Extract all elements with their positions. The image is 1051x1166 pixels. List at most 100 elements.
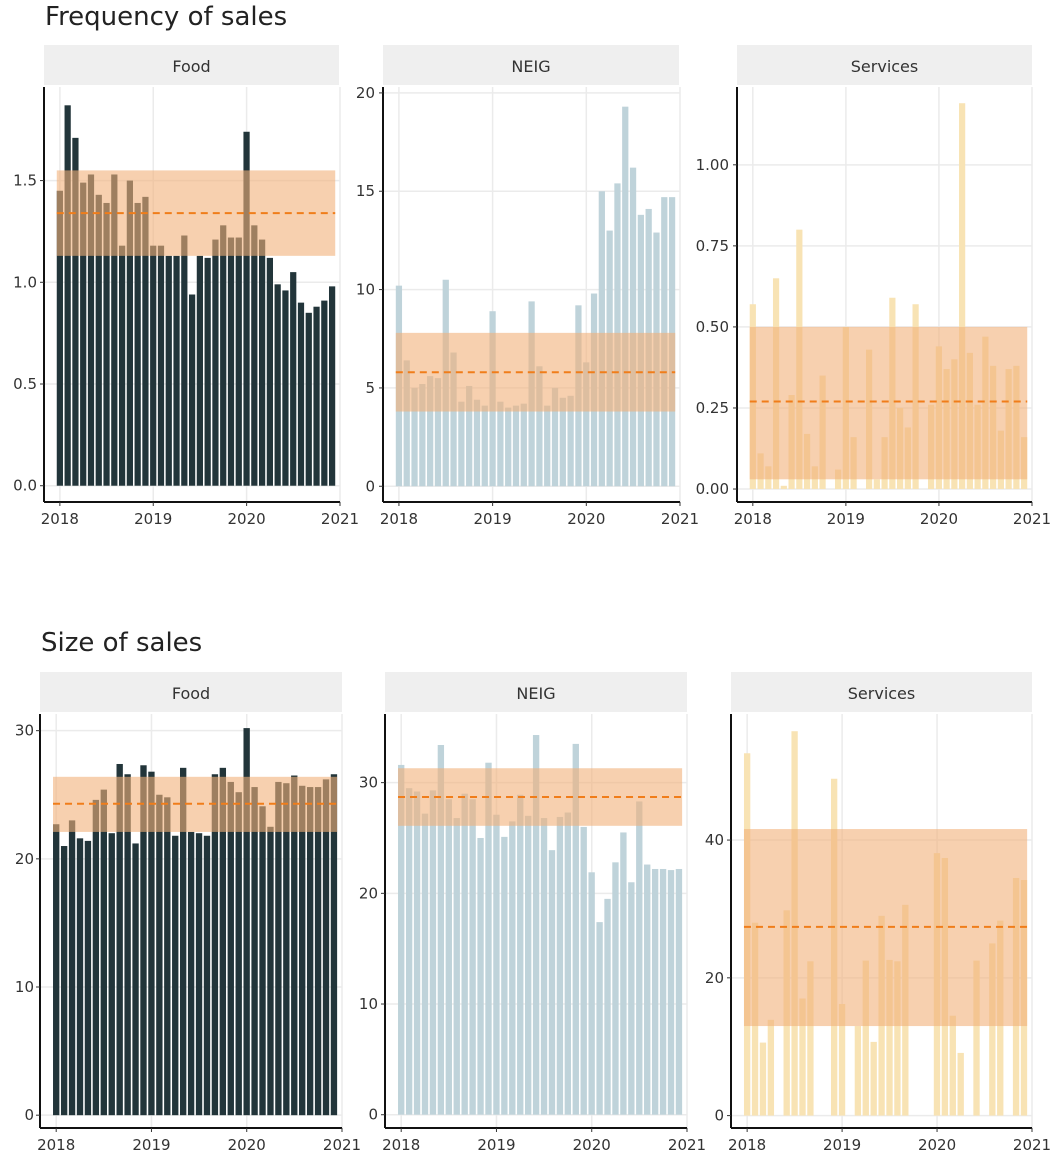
bar <box>477 837 484 1115</box>
bar <box>799 998 806 1116</box>
bar <box>328 286 336 486</box>
bar <box>427 376 434 487</box>
bar <box>103 202 110 486</box>
range-band <box>53 776 338 832</box>
y-tick-label: 20 <box>15 850 34 868</box>
y-tick-label: 20 <box>359 884 378 902</box>
y-tick-label: 15 <box>356 182 375 200</box>
bar <box>473 399 481 487</box>
y-tick-label: 10 <box>359 995 378 1013</box>
x-tick-label: 2018 <box>380 510 418 528</box>
bar <box>111 174 118 486</box>
bar <box>973 960 980 1116</box>
bar <box>629 167 637 487</box>
bar <box>251 225 258 486</box>
facet-strip-label: Food <box>172 57 210 76</box>
bar <box>957 1052 964 1116</box>
bar <box>72 137 79 486</box>
bar <box>165 255 172 486</box>
bar <box>299 785 306 1116</box>
bar <box>501 836 508 1115</box>
x-tick-label: 2019 <box>474 510 512 528</box>
bar <box>989 943 996 1116</box>
bar <box>266 257 273 486</box>
bar <box>807 961 814 1116</box>
x-tick-label: 2021 <box>321 510 359 528</box>
bar <box>313 306 320 486</box>
bar <box>64 105 71 486</box>
x-tick-label: 2018 <box>41 510 79 528</box>
bar <box>544 405 551 487</box>
y-tick-label: 5 <box>365 379 375 397</box>
bar <box>481 405 488 487</box>
bar <box>251 787 258 1116</box>
bar <box>76 838 84 1116</box>
bar <box>567 395 574 487</box>
x-tick-label: 2020 <box>228 510 266 528</box>
bar <box>235 792 242 1116</box>
range-band <box>398 768 683 826</box>
bar <box>651 868 659 1115</box>
bar <box>179 767 187 1116</box>
bar <box>291 775 298 1116</box>
bar <box>150 245 157 486</box>
bar <box>620 832 627 1115</box>
bar <box>156 794 163 1116</box>
bar <box>405 788 413 1115</box>
y-tick-label: 0.0 <box>13 477 37 495</box>
x-tick-label: 2021 <box>323 1136 361 1154</box>
bar <box>108 833 115 1116</box>
bar <box>838 1004 846 1116</box>
facet-panel-frequency-food: Food 0.0 0.5 1.0 1.5 2018 2019 2020 2021 <box>13 45 359 528</box>
bar <box>612 862 619 1115</box>
y-tick-label: 10 <box>356 281 375 299</box>
bar <box>204 257 211 486</box>
bar <box>413 791 421 1115</box>
bar <box>588 872 595 1115</box>
bar <box>580 826 587 1115</box>
facet-strip-label: Services <box>848 684 915 703</box>
x-tick-label: 2019 <box>134 510 172 528</box>
bar <box>124 774 131 1116</box>
bar <box>622 106 629 487</box>
bar <box>95 194 102 486</box>
bar <box>604 898 611 1115</box>
y-tick-label: 0 <box>714 1107 724 1125</box>
bar <box>140 765 147 1116</box>
bar <box>644 864 651 1115</box>
bar <box>142 196 149 486</box>
facet-panel-size-food: Food 0 10 20 30 2018 2019 2020 2021 <box>15 672 361 1154</box>
bar <box>636 801 643 1115</box>
facet-panel-frequency-neig: NEIG 0 5 10 15 20 2018 2019 2020 2021 <box>356 45 699 528</box>
facet-strip-size-neig <box>385 672 687 712</box>
bar <box>306 787 314 1116</box>
x-tick-label: 2021 <box>668 1136 706 1154</box>
y-tick-label: 30 <box>15 722 34 740</box>
facet-strip-size-food <box>40 672 342 712</box>
x-tick-label: 2021 <box>661 510 699 528</box>
bar <box>87 174 95 486</box>
bar <box>419 383 426 487</box>
bar <box>767 1019 775 1116</box>
bar <box>275 781 282 1116</box>
bar <box>148 771 155 1116</box>
bar <box>305 312 312 486</box>
bar <box>959 103 966 490</box>
bar <box>100 789 107 1116</box>
bar <box>505 407 512 487</box>
bar <box>126 180 133 486</box>
y-tick-label: 0.75 <box>696 237 729 255</box>
bar <box>227 781 234 1116</box>
facet-strip-size-services <box>731 672 1032 712</box>
bar <box>282 290 289 486</box>
y-tick-label: 20 <box>705 969 724 987</box>
bar <box>134 202 141 486</box>
bar <box>173 255 180 486</box>
bar <box>53 824 60 1116</box>
bar <box>314 787 322 1116</box>
bar <box>132 843 139 1116</box>
facet-strip-frequency-food <box>44 45 339 85</box>
facet-strip-frequency-services <box>737 45 1032 85</box>
bar <box>524 815 532 1115</box>
bar <box>536 366 543 487</box>
